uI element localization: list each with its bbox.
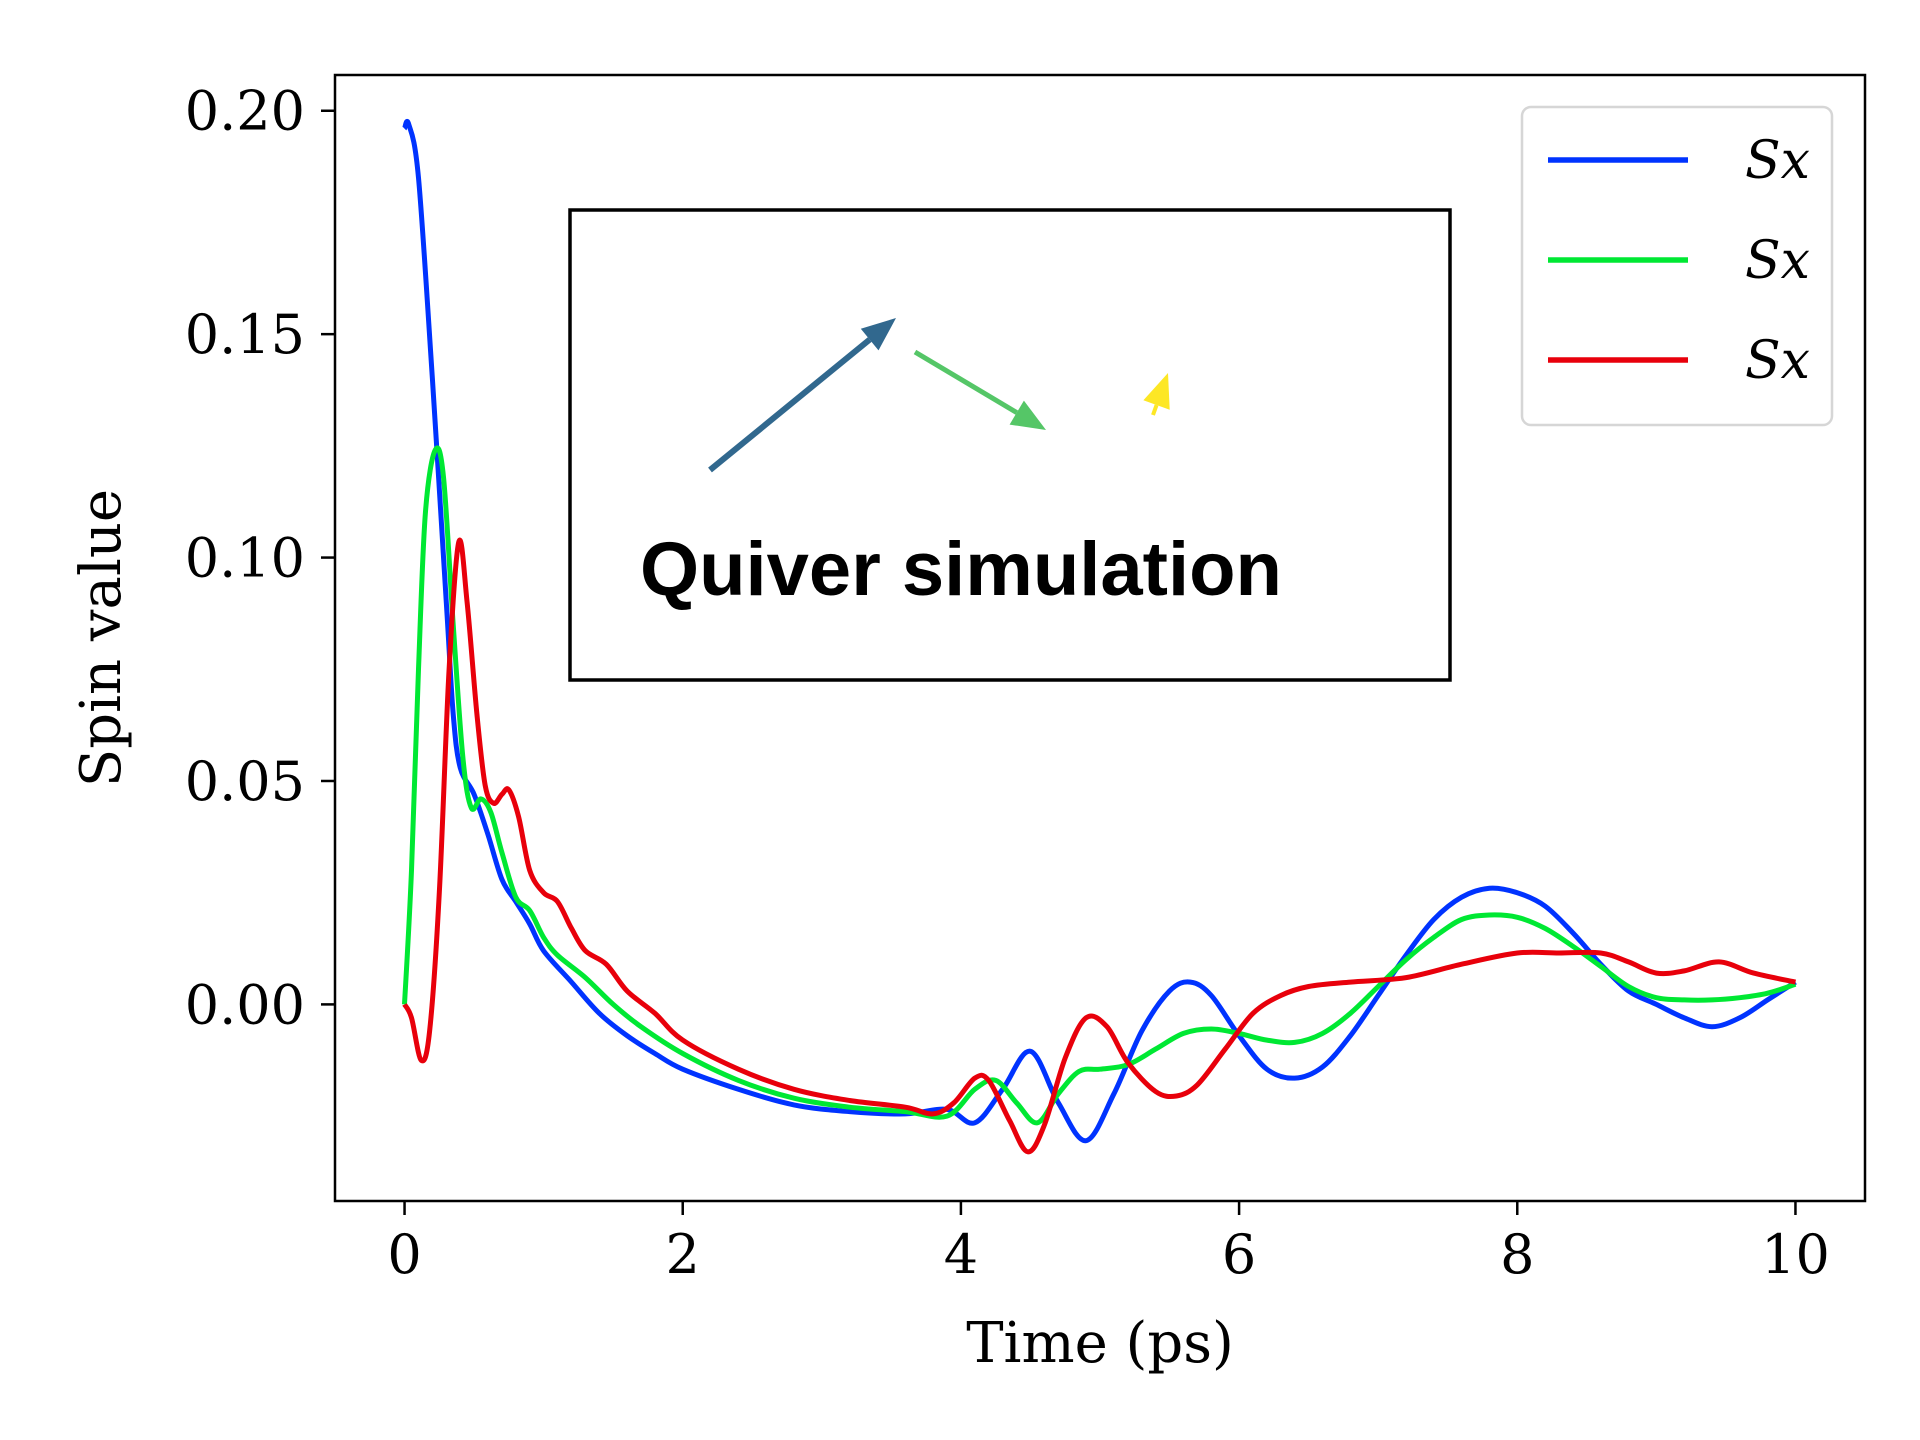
x-tick-label: 2 — [666, 1223, 700, 1286]
quiver-arrowhead-2 — [1143, 373, 1170, 410]
quiver-arrow-2 — [1151, 404, 1159, 416]
series-layer — [402, 118, 1797, 1155]
inset-box: Quiver simulation — [568, 208, 1452, 682]
x-tick-label: 8 — [1500, 1223, 1534, 1286]
quiver-arrowhead-0 — [860, 318, 896, 351]
x-axis-label: Time (ps) — [966, 1311, 1234, 1376]
y-tick-label: 0.00 — [185, 973, 305, 1036]
y-tick-label: 0.15 — [185, 303, 305, 366]
legend-items: Sx Sx Sx — [1548, 131, 1810, 391]
y-tick-label: 0.20 — [185, 80, 305, 143]
x-tick-label: 4 — [944, 1223, 978, 1286]
series-line-2 — [402, 537, 1797, 1155]
legend-label-1: Sx — [1745, 231, 1810, 291]
series-line-0 — [402, 118, 1797, 1144]
quiver-arrowhead-1 — [1009, 400, 1046, 430]
y-axis-label: Spin value — [69, 489, 134, 787]
plot-frame — [333, 73, 1867, 1203]
quiver-arrow-0 — [708, 337, 872, 473]
quiver-arrows — [708, 318, 1170, 473]
axis-ticks: 0 2 4 6 8 10 0.20 0.15 0.10 0.05 0.00 — [185, 80, 1830, 1286]
y-tick-label: 0.05 — [185, 750, 305, 813]
x-tick-label: 6 — [1222, 1223, 1256, 1286]
legend: Sx Sx Sx — [1520, 105, 1834, 427]
series-line-1 — [402, 445, 1797, 1126]
legend-label-0: Sx — [1745, 131, 1810, 191]
quiver-arrow-1 — [913, 349, 1019, 415]
legend-label-2: Sx — [1745, 331, 1810, 391]
x-tick-label: 0 — [387, 1223, 421, 1286]
inset-title: Quiver simulation — [640, 527, 1282, 612]
y-tick-label: 0.10 — [185, 527, 305, 590]
x-tick-label: 10 — [1761, 1223, 1830, 1286]
